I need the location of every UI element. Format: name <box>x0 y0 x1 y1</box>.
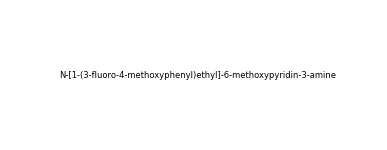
Text: N-[1-(3-fluoro-4-methoxyphenyl)ethyl]-6-methoxypyridin-3-amine: N-[1-(3-fluoro-4-methoxyphenyl)ethyl]-6-… <box>60 71 336 80</box>
